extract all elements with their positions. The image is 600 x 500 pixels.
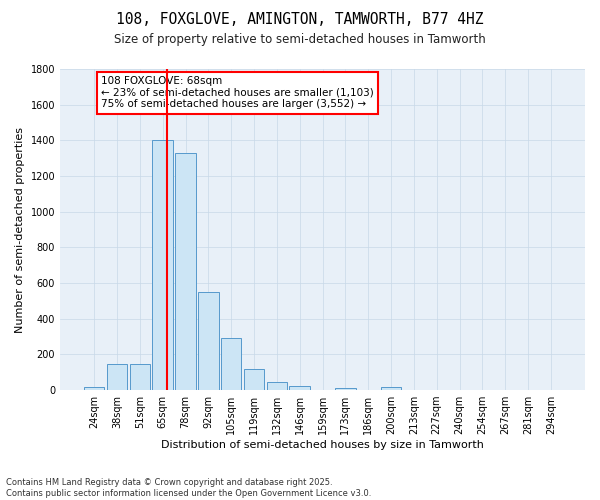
Text: 108, FOXGLOVE, AMINGTON, TAMWORTH, B77 4HZ: 108, FOXGLOVE, AMINGTON, TAMWORTH, B77 4… xyxy=(116,12,484,28)
Bar xyxy=(266,382,287,390)
Bar xyxy=(381,388,401,390)
Text: Contains HM Land Registry data © Crown copyright and database right 2025.
Contai: Contains HM Land Registry data © Crown c… xyxy=(6,478,371,498)
Text: Size of property relative to semi-detached houses in Tamworth: Size of property relative to semi-detach… xyxy=(114,32,486,46)
Bar xyxy=(130,364,150,390)
Bar xyxy=(198,292,218,390)
Bar xyxy=(175,153,196,390)
Bar xyxy=(335,388,356,390)
Bar xyxy=(107,364,127,390)
Y-axis label: Number of semi-detached properties: Number of semi-detached properties xyxy=(15,126,25,332)
X-axis label: Distribution of semi-detached houses by size in Tamworth: Distribution of semi-detached houses by … xyxy=(161,440,484,450)
Bar xyxy=(152,140,173,390)
Bar xyxy=(221,338,241,390)
Bar xyxy=(289,386,310,390)
Bar xyxy=(84,386,104,390)
Bar xyxy=(244,368,264,390)
Text: 108 FOXGLOVE: 68sqm
← 23% of semi-detached houses are smaller (1,103)
75% of sem: 108 FOXGLOVE: 68sqm ← 23% of semi-detach… xyxy=(101,76,374,110)
